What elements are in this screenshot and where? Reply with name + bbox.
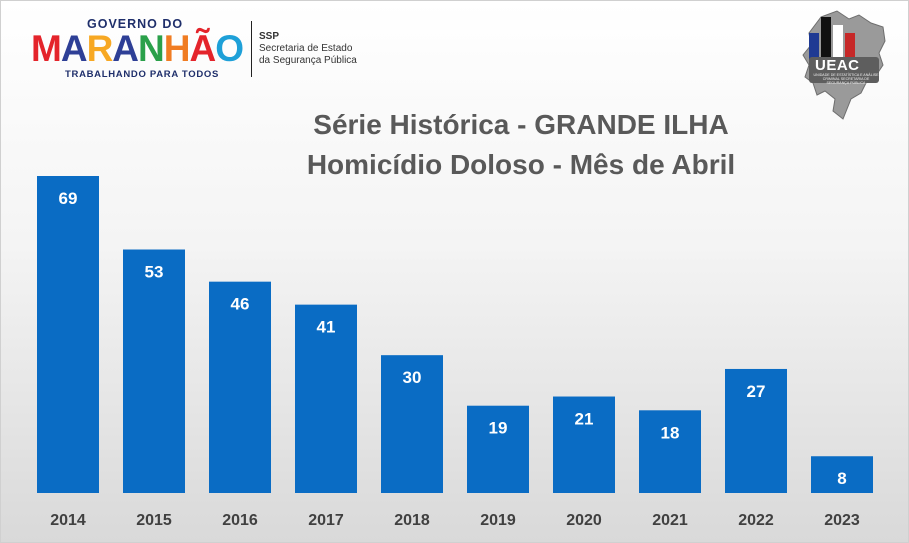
logo-letter: M — [31, 28, 62, 69]
logo-letter: O — [215, 28, 244, 69]
bar-2023 — [811, 456, 873, 493]
x-tick-2015: 2015 — [136, 512, 172, 529]
chart-title: Série Histórica - GRANDE ILHA Homicídio … — [261, 105, 781, 185]
logo-top-text: GOVERNO DO — [87, 17, 184, 31]
logo-letter: R — [86, 28, 114, 69]
maranhao-map-icon — [802, 10, 886, 120]
logo-letter: A — [60, 28, 88, 69]
data-label-2017: 41 — [317, 318, 336, 337]
x-tick-2021: 2021 — [652, 512, 688, 529]
logo-wordmark: MARANHÃO — [31, 27, 244, 71]
ueac-subtitle: UNIDADE DE ESTATÍSTICA E ANÁLISE CRIMINA… — [813, 73, 879, 85]
logo-divider — [251, 21, 252, 77]
ssp-logo: SSP Secretaria de Estado da Segurança Pú… — [259, 31, 357, 67]
chart-title-line1: Série Histórica - GRANDE ILHA — [313, 109, 729, 140]
x-tick-2023: 2023 — [824, 512, 860, 529]
logo-letter: N — [138, 28, 165, 69]
x-tick-2022: 2022 — [738, 512, 774, 529]
data-label-2019: 19 — [489, 419, 508, 438]
x-tick-2020: 2020 — [566, 512, 602, 529]
data-label-2014: 69 — [59, 189, 78, 208]
bar-2022 — [725, 368, 787, 493]
chart-title-line2: Homicídio Doloso - Mês de Abril — [306, 149, 736, 180]
bar-2018 — [381, 355, 443, 493]
data-label-2023: 8 — [837, 469, 846, 488]
logo-letter: H — [163, 28, 191, 69]
x-tick-2016: 2016 — [222, 512, 258, 529]
governo-maranhao-logo: GOVERNO DO MARANHÃO TRABALHANDO PARA TOD… — [31, 17, 246, 83]
ueac-logo: UEAC UNIDADE DE ESTATÍSTICA E ANÁLISE CR… — [799, 7, 891, 123]
x-tick-2018: 2018 — [394, 512, 430, 529]
bar-2015 — [123, 249, 185, 493]
x-tick-2019: 2019 — [480, 512, 516, 529]
logo-tagline: TRABALHANDO PARA TODOS — [65, 69, 220, 80]
bar-2017 — [295, 304, 357, 493]
bar-2016 — [209, 281, 271, 493]
bar-2021 — [639, 410, 701, 493]
bar-2014 — [37, 176, 99, 493]
data-label-2016: 46 — [231, 295, 250, 314]
bar-2019 — [467, 405, 529, 493]
bar-2020 — [553, 396, 615, 493]
ssp-abbr: SSP — [259, 31, 280, 42]
logo-letter: Ã — [189, 28, 217, 69]
ssp-line2: da Segurança Pública — [259, 55, 357, 66]
data-label-2018: 30 — [403, 368, 422, 387]
logo-letter: A — [112, 28, 139, 69]
data-label-2022: 27 — [747, 382, 766, 401]
ueac-name: UEAC — [815, 57, 860, 74]
x-tick-2017: 2017 — [308, 512, 344, 529]
x-tick-2014: 2014 — [50, 512, 86, 529]
ssp-line1: Secretaria de Estado — [259, 43, 353, 54]
data-label-2020: 21 — [575, 410, 594, 429]
data-label-2015: 53 — [145, 263, 164, 282]
data-label-2021: 18 — [661, 423, 680, 442]
